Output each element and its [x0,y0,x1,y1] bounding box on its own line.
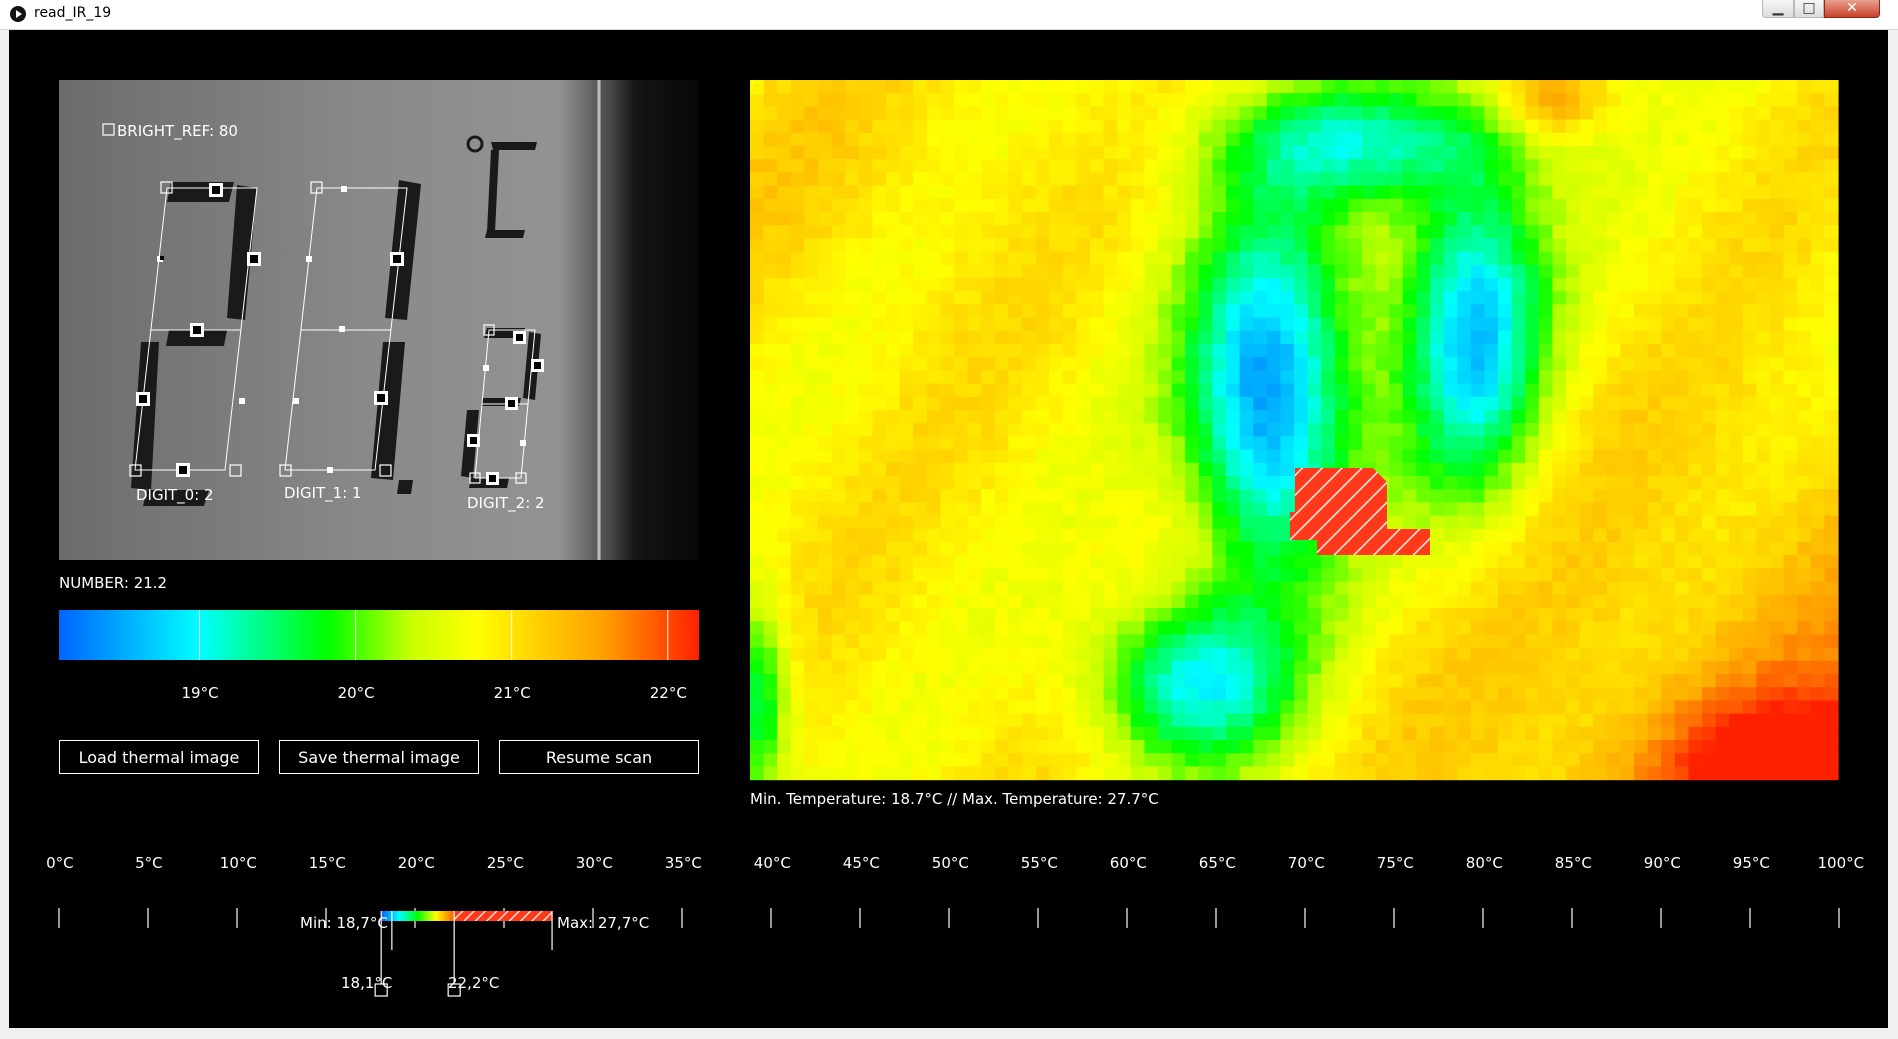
scale-min-label: Min: 18,7°C [300,914,388,932]
scale-tick-label: 55°C [1020,854,1058,872]
thermal-image[interactable] [750,80,1839,781]
load-thermal-image-button[interactable]: Load thermal image [59,740,259,774]
maximize-button[interactable]: □ [1794,0,1824,18]
colorbar-tick-label: 20°C [337,684,375,702]
digit-0-label: DIGIT_0: 2 [136,486,214,504]
colorbar-ticks [198,610,669,660]
handle-low-label: 18,1°C [341,974,393,992]
close-button[interactable]: ✕ [1824,0,1880,18]
scale-tick-label: 25°C [486,854,524,872]
scale-tick-label: 40°C [753,854,791,872]
colorbar-tick-label: 21°C [493,684,531,702]
min-max-temperature: Min. Temperature: 18.7°C // Max. Tempera… [750,790,1159,808]
scale-tick-label: 45°C [842,854,880,872]
scale-tick-label: 60°C [1109,854,1147,872]
handle-high-label: 22,2°C [448,974,500,992]
scale-tick-label: 100°C [1817,854,1865,872]
app-icon [10,6,26,22]
colorbar-tick-label: 22°C [649,684,687,702]
resume-scan-button[interactable]: Resume scan [499,740,699,774]
handle-high[interactable] [447,983,461,997]
max-temperature-region [1290,468,1430,555]
app-canvas: BRIGHT_REF: 80 DIGIT_0: 2 DIGIT_1: 1 DIG… [9,30,1888,1028]
colorbar-tick-label: 19°C [181,684,219,702]
handle-low[interactable] [374,983,388,997]
scale-tick-label: 90°C [1643,854,1681,872]
scale-tick-label: 35°C [664,854,702,872]
number-readout: NUMBER: 21.2 [59,574,168,592]
digit-2-label: DIGIT_2: 2 [467,494,545,512]
close-icon: ✕ [1846,0,1858,16]
digit-1-label: DIGIT_1: 1 [284,484,362,502]
scale-tick-label: 0°C [46,854,74,872]
scale-tick-label: 70°C [1287,854,1325,872]
scale-tick-label: 85°C [1554,854,1592,872]
segment-markers [136,183,544,485]
temperature-scale[interactable] [9,850,1888,1028]
scale-tick-label: 15°C [308,854,346,872]
scale-tick-label: 20°C [397,854,435,872]
thermal-pixels [750,80,1839,781]
scale-tick-label: 5°C [135,854,163,872]
digit-overlays [134,187,536,479]
window-title: read_IR_19 [34,5,112,21]
scale-tick-label: 80°C [1465,854,1503,872]
scale-tick-label: 95°C [1732,854,1770,872]
corner-handles [102,123,527,484]
scale-tick-label: 65°C [1198,854,1236,872]
thermal-cursor-handle[interactable] [751,81,764,94]
colorbar [59,610,699,660]
maximize-icon: □ [1802,0,1816,16]
bright-ref-label: BRIGHT_REF: 80 [117,122,238,140]
minimize-icon: ▁ [1772,0,1784,16]
window-titlebar: read_IR_19 ▁ □ ✕ [0,0,1898,30]
scale-tick-label: 50°C [931,854,969,872]
scale-tick-label: 30°C [575,854,613,872]
scale-max-label: Max: 27,7°C [557,914,650,932]
scale-gradient-range [381,911,455,921]
scale-above-range [454,911,553,921]
scale-tick-label: 10°C [219,854,257,872]
camera-view [59,80,699,560]
minimize-button[interactable]: ▁ [1762,0,1794,18]
scale-tick-label: 75°C [1376,854,1414,872]
save-thermal-image-button[interactable]: Save thermal image [279,740,479,774]
